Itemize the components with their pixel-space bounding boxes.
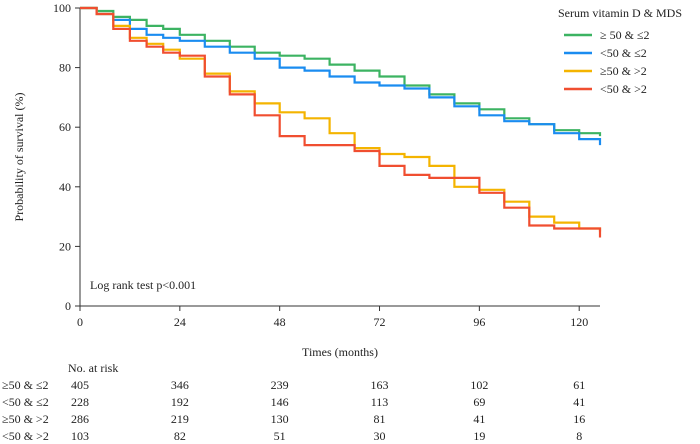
y-tick-label: 20 bbox=[59, 239, 71, 253]
y-tick-label: 40 bbox=[59, 180, 71, 194]
x-tick-label: 48 bbox=[274, 315, 286, 329]
risk-row-label: ≥50 & ≤2 bbox=[2, 378, 49, 392]
y-tick-label: 60 bbox=[59, 120, 71, 134]
risk-count: 113 bbox=[371, 395, 389, 409]
risk-count: 30 bbox=[374, 429, 386, 443]
legend: Serum vitamin D & MDS ≥ 50 & ≤2 <50 & ≤2 ≥5… bbox=[558, 6, 682, 96]
risk-count: 346 bbox=[171, 378, 189, 392]
x-tick-label: 0 bbox=[77, 315, 83, 329]
y-tick-label: 100 bbox=[53, 1, 71, 15]
risk-table: No. at risk ≥50 & ≤2 405 346 239 163 102 61 <50 … bbox=[2, 361, 585, 443]
x-tick-label: 72 bbox=[374, 315, 386, 329]
risk-row-label: ≥50 & >2 bbox=[2, 412, 49, 426]
risk-count: 69 bbox=[473, 395, 485, 409]
risk-count: 228 bbox=[71, 395, 89, 409]
risk-count: 103 bbox=[71, 429, 89, 443]
risk-count: 286 bbox=[71, 412, 89, 426]
x-tick-label: 24 bbox=[174, 315, 186, 329]
risk-count: 102 bbox=[470, 378, 488, 392]
axes: 0 24 48 72 96 120 0 20 40 60 80 100 Times (months) Pr… bbox=[12, 1, 600, 359]
survival-curves bbox=[80, 6, 602, 238]
risk-count: 82 bbox=[174, 429, 186, 443]
log-rank-annotation: Log rank test p<0.001 bbox=[90, 278, 196, 292]
legend-label: <50 & >2 bbox=[600, 82, 647, 96]
risk-count: 81 bbox=[374, 412, 386, 426]
risk-count: 192 bbox=[171, 395, 189, 409]
x-axis-title: Times (months) bbox=[302, 345, 378, 359]
risk-count: 51 bbox=[274, 429, 286, 443]
series-line bbox=[80, 6, 602, 232]
series-line bbox=[80, 6, 602, 137]
risk-count: 219 bbox=[171, 412, 189, 426]
legend-label: ≥ 50 & ≤2 bbox=[600, 28, 650, 42]
legend-title: Serum vitamin D & MDS bbox=[558, 6, 682, 20]
risk-row-label: <50 & ≤2 bbox=[2, 395, 49, 409]
risk-count: 16 bbox=[573, 412, 585, 426]
risk-count: 8 bbox=[576, 429, 582, 443]
risk-count: 41 bbox=[573, 395, 585, 409]
series-line bbox=[80, 6, 602, 238]
risk-count: 130 bbox=[271, 412, 289, 426]
legend-label: <50 & ≤2 bbox=[600, 46, 647, 60]
risk-row-label: <50 & >2 bbox=[2, 429, 49, 443]
risk-count: 19 bbox=[473, 429, 485, 443]
series-line bbox=[80, 6, 602, 146]
risk-count: 146 bbox=[271, 395, 289, 409]
x-tick-label: 96 bbox=[473, 315, 485, 329]
y-axis-title: Probability of survival (%) bbox=[12, 93, 26, 222]
risk-count: 41 bbox=[473, 412, 485, 426]
y-tick-label: 80 bbox=[59, 61, 71, 75]
risk-count: 405 bbox=[71, 378, 89, 392]
x-tick-label: 120 bbox=[570, 315, 588, 329]
risk-table-title: No. at risk bbox=[68, 361, 118, 375]
risk-count: 239 bbox=[271, 378, 289, 392]
risk-count: 61 bbox=[573, 378, 585, 392]
legend-label: ≥50 & >2 bbox=[600, 64, 647, 78]
risk-count: 163 bbox=[371, 378, 389, 392]
y-tick-label: 0 bbox=[65, 299, 71, 313]
